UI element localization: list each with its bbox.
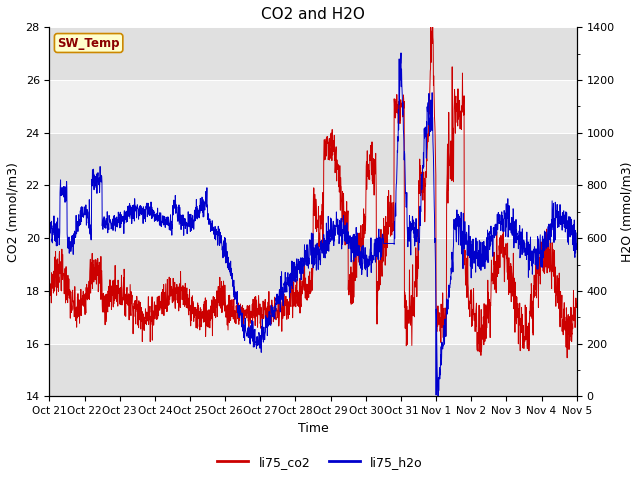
Bar	[49, 185, 577, 238]
Title: CO2 and H2O: CO2 and H2O	[261, 7, 365, 22]
X-axis label: Time: Time	[298, 421, 328, 435]
Bar	[49, 344, 577, 396]
Bar	[49, 238, 577, 291]
Text: SW_Temp: SW_Temp	[58, 36, 120, 49]
Bar	[49, 133, 577, 185]
Bar	[49, 27, 577, 80]
Y-axis label: CO2 (mmol/m3): CO2 (mmol/m3)	[7, 162, 20, 262]
Legend: li75_co2, li75_h2o: li75_co2, li75_h2o	[212, 451, 428, 474]
Bar	[49, 80, 577, 133]
Y-axis label: H2O (mmol/m3): H2O (mmol/m3)	[620, 162, 633, 262]
Bar	[49, 291, 577, 344]
